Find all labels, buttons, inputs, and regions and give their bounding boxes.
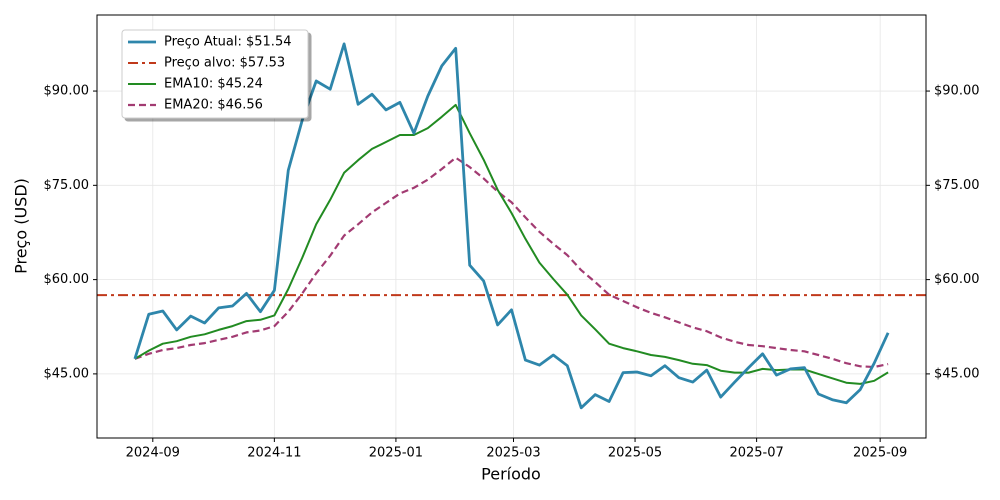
legend-label: EMA10: $45.24	[164, 77, 263, 92]
y-tick-label: $90.00	[44, 84, 90, 99]
y2-tick-label: $75.00	[934, 178, 980, 193]
y-axis-label: Preço (USD)	[12, 178, 31, 274]
series-line	[134, 156, 889, 369]
legend-label: EMA20: $46.56	[164, 98, 263, 113]
y-tick-label: $45.00	[44, 366, 90, 381]
plot-frame	[96, 14, 927, 439]
legend-label: Preço alvo: $57.53	[164, 56, 285, 71]
legend-label: Preço Atual: $51.54	[164, 35, 291, 50]
series-line	[134, 103, 889, 385]
x-tick-label: 2025-05	[608, 446, 662, 461]
x-tick-label: 2025-03	[486, 446, 540, 461]
y-tick-label: $75.00	[44, 178, 90, 193]
x-tick-label: 2025-01	[369, 446, 423, 461]
x-axis-label: Período	[481, 465, 541, 484]
x-tick-label: 2024-09	[126, 446, 180, 461]
y2-tick-label: $60.00	[934, 272, 980, 287]
x-tick-label: 2024-11	[247, 446, 301, 461]
x-tick-label: 2025-07	[729, 446, 783, 461]
x-tick-label: 2025-09	[853, 446, 907, 461]
legend-box	[121, 29, 309, 119]
y2-tick-label: $90.00	[934, 84, 980, 99]
series-line	[133, 42, 890, 410]
y2-tick-label: $45.00	[934, 366, 980, 381]
y-tick-label: $60.00	[44, 272, 90, 287]
